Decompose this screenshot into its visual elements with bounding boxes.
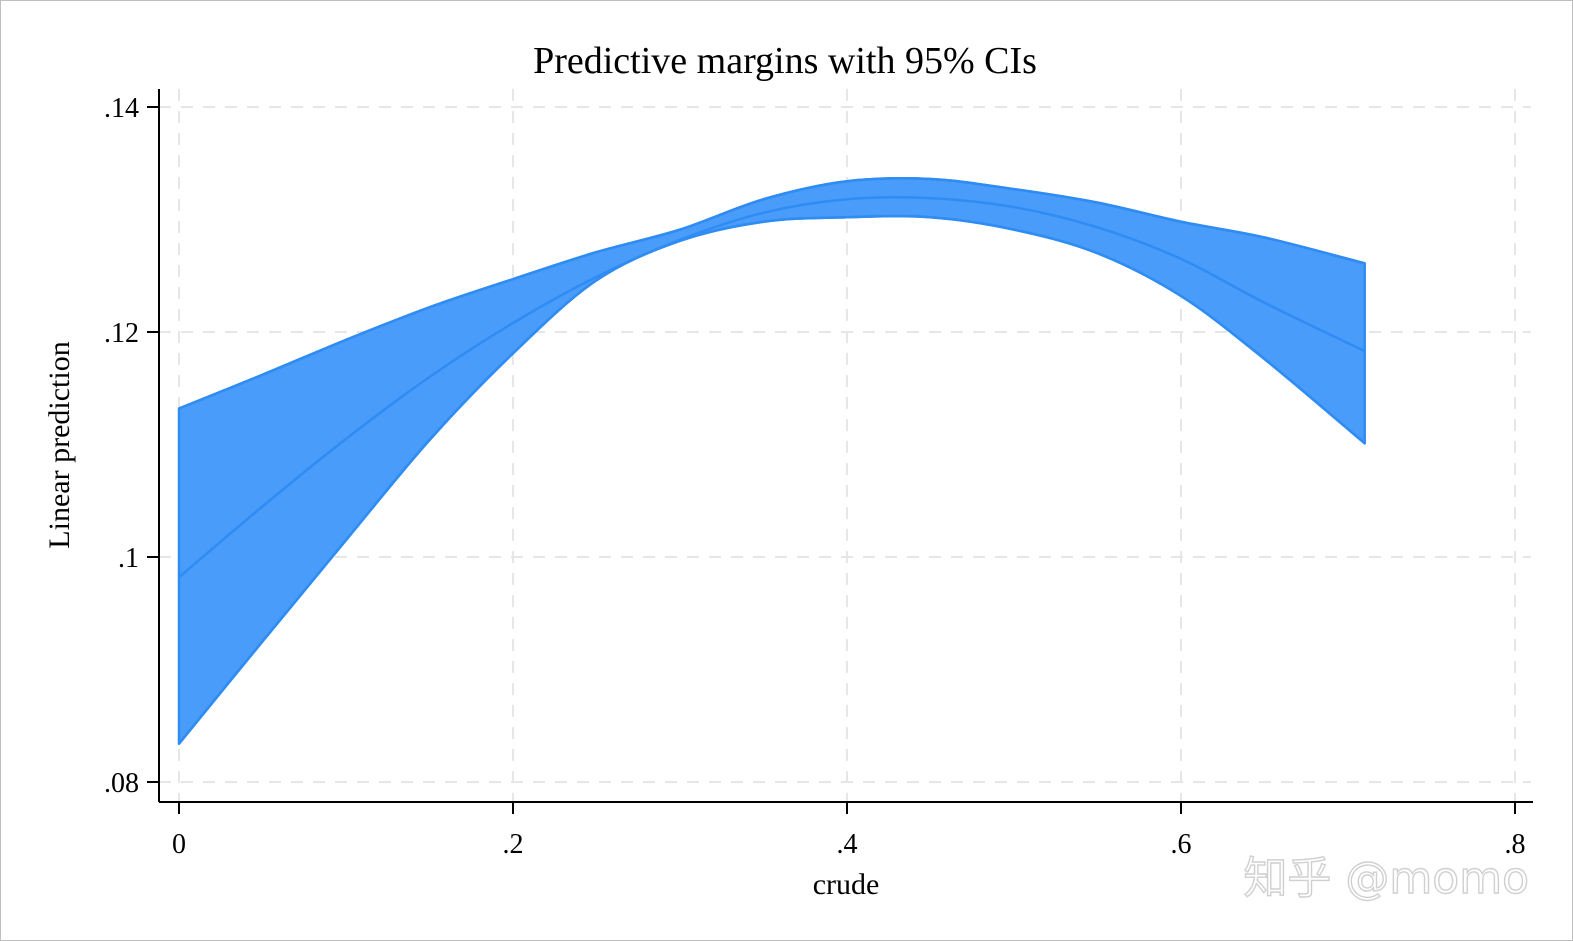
y-tick-label: .14: [104, 93, 139, 124]
x-tick-label: .2: [503, 829, 524, 860]
x-tick-label: .6: [1171, 829, 1192, 860]
watermark-logo: 知乎 @momo: [1243, 853, 1529, 904]
chart-title: Predictive margins with 95% CIs: [533, 40, 1037, 82]
x-tick-label: .8: [1505, 829, 1526, 860]
x-tick-label: 0: [172, 829, 186, 860]
fit-line: [178, 196, 1366, 579]
y-tick-label: .08: [104, 768, 139, 799]
y-axis-label: Linear prediction: [43, 341, 76, 548]
ci-upper-line: [178, 177, 1366, 410]
ci-band-layer: [177, 177, 1366, 745]
ticks-layer: 0 .2 .4 .6 .8 .08 .1 .12 .14: [104, 93, 1526, 860]
x-axis-label: crude: [813, 868, 880, 901]
y-tick-label: .12: [104, 318, 139, 349]
x-tick-label: .4: [837, 829, 858, 860]
y-tick-label: .1: [118, 543, 139, 574]
ci-band: [177, 177, 1366, 745]
ci-lower-line: [178, 214, 1366, 745]
